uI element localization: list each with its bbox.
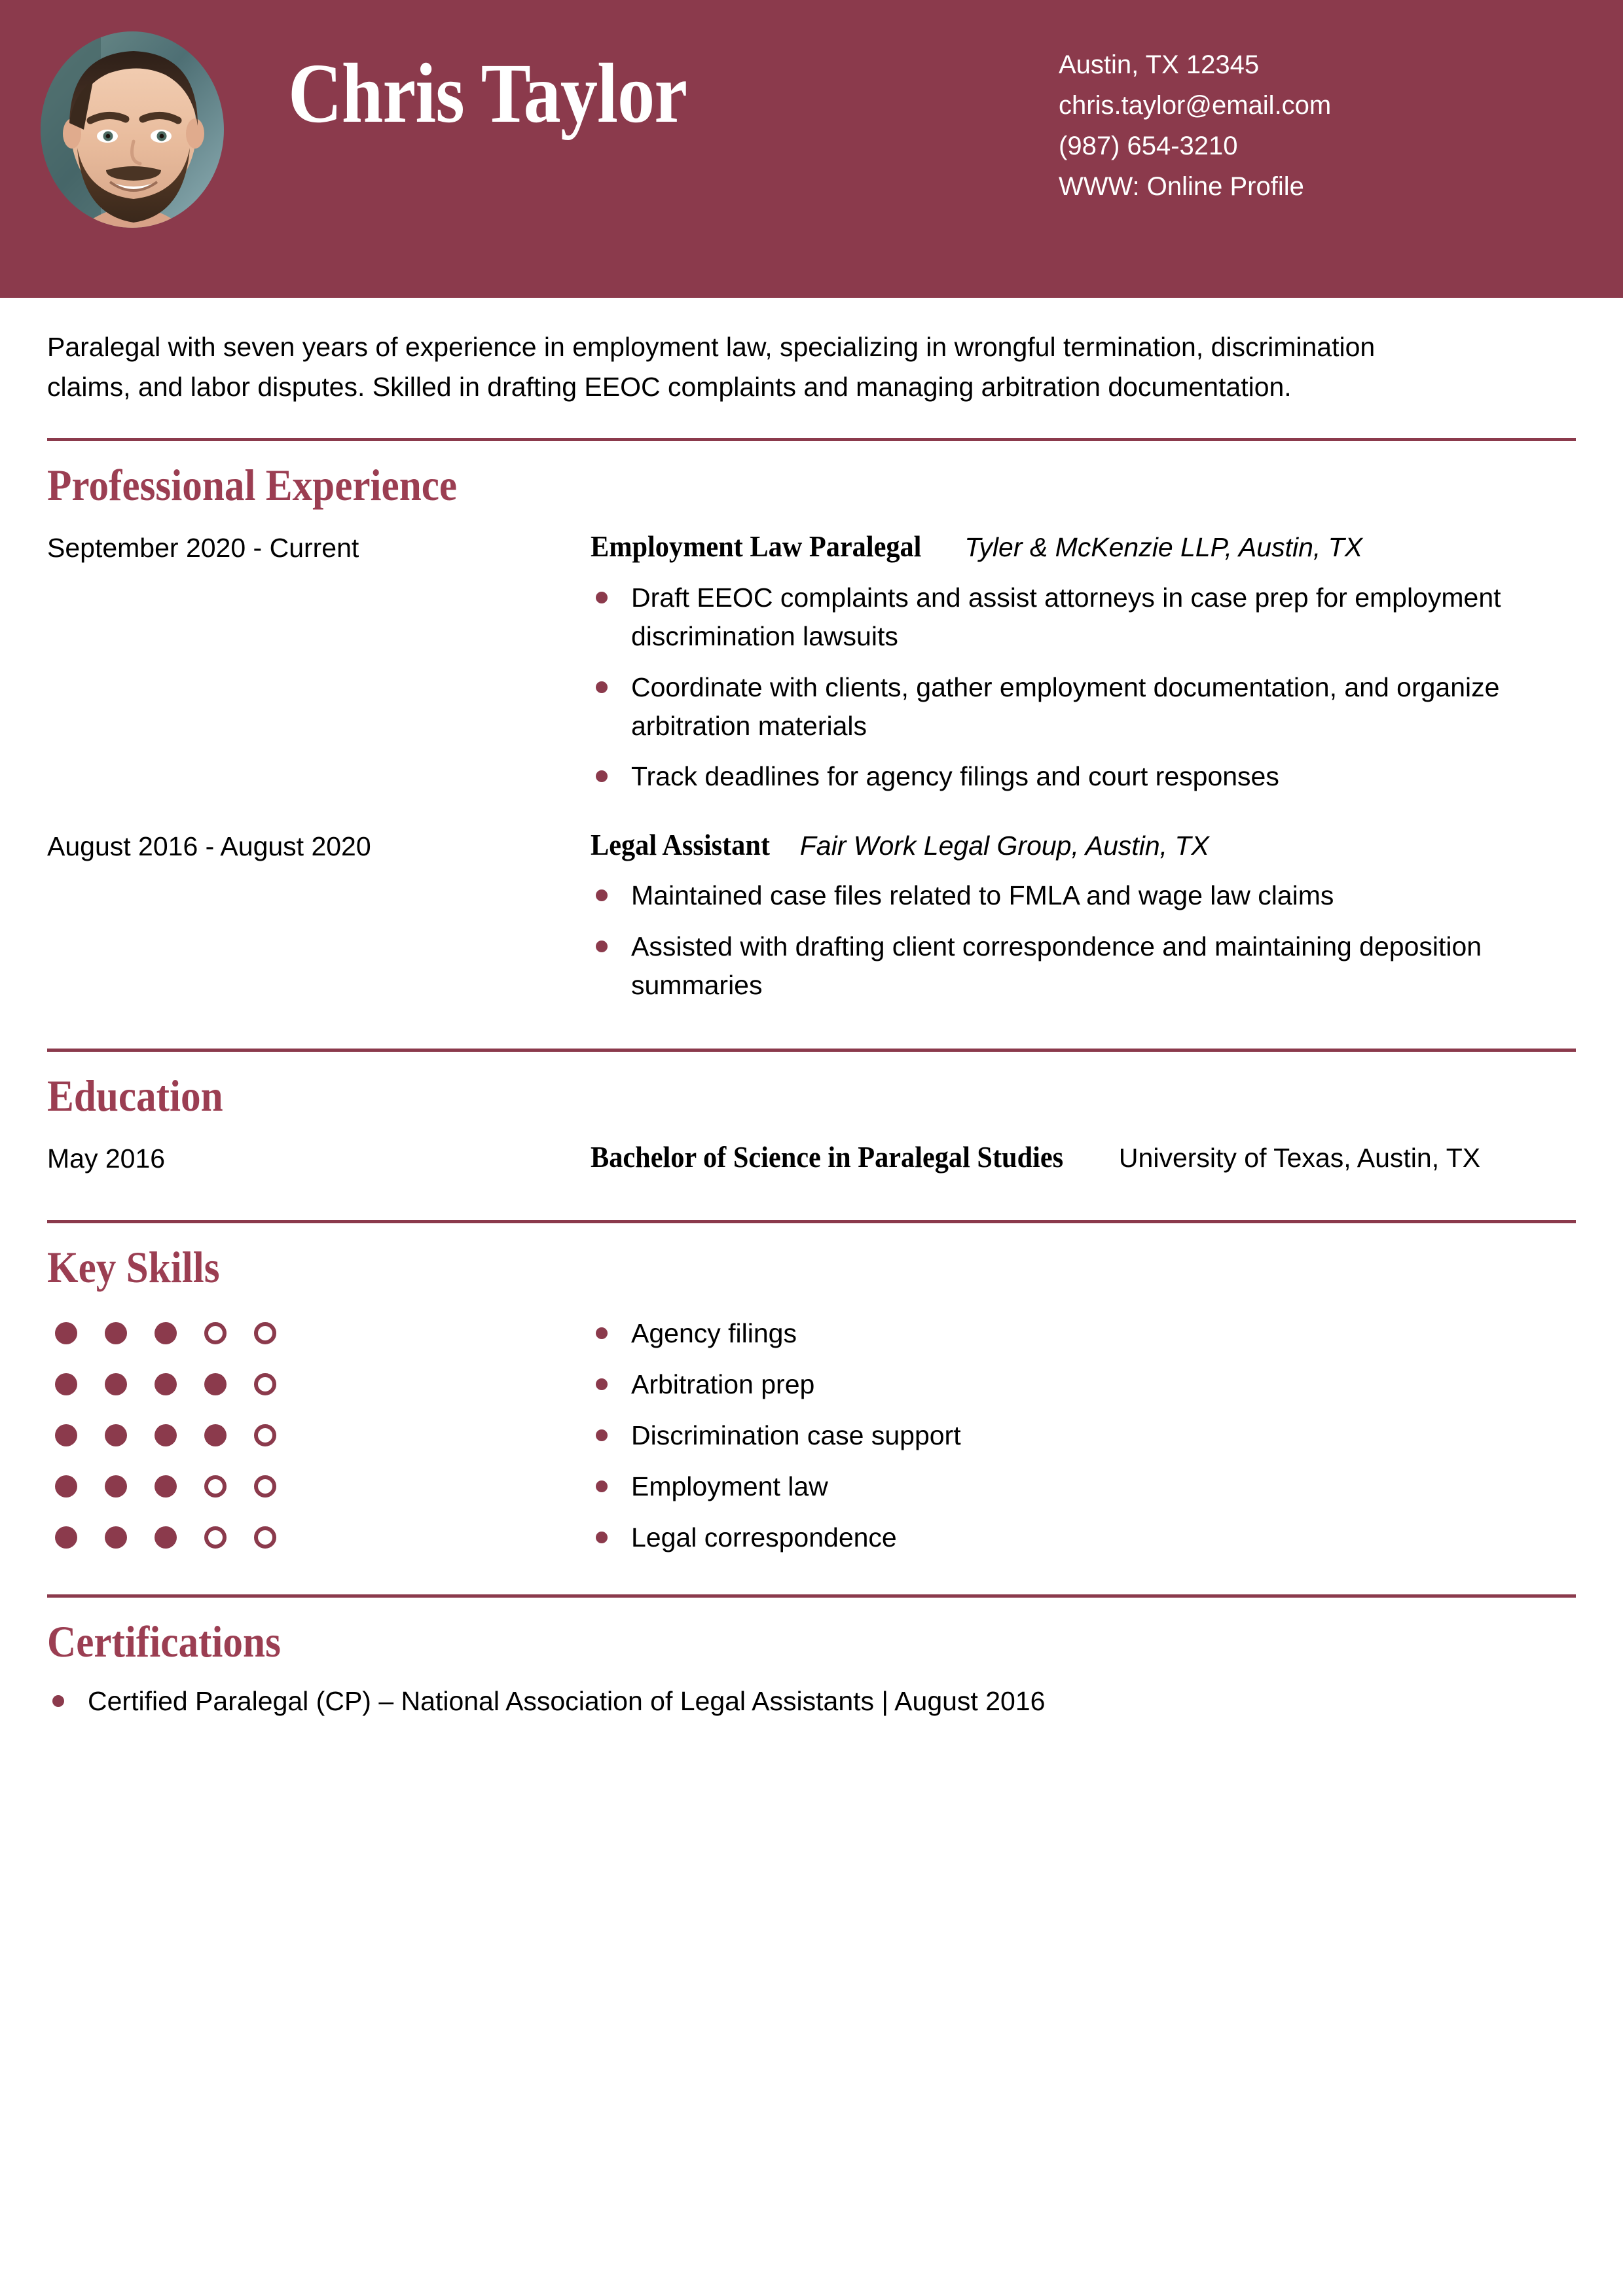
experience-dates: September 2020 - Current <box>47 533 359 564</box>
certifications-list: Certified Paralegal (CP) – National Asso… <box>47 1682 1576 1721</box>
list-item: Agency filings <box>591 1308 1576 1359</box>
resume-header: Chris Taylor Austin, TX 12345 chris.tayl… <box>0 0 1623 298</box>
experience-entry: August 2016 - August 2020 Legal Assistan… <box>47 824 1576 1017</box>
skill-dot-filled <box>55 1526 77 1549</box>
skill-rating-row <box>47 1461 591 1512</box>
skill-dot-empty <box>204 1526 227 1549</box>
skill-dot-filled <box>204 1373 227 1396</box>
list-item: Employment law <box>591 1461 1576 1512</box>
skill-dot-empty <box>254 1475 276 1498</box>
section-title-experience: Professional Experience <box>47 460 458 511</box>
experience-details: Employment Law Paralegal Tyler & McKenzie… <box>591 526 1576 808</box>
job-company: Fair Work Legal Group, Austin, TX <box>799 830 1209 861</box>
skill-dot-filled <box>55 1322 77 1345</box>
experience-dates: August 2016 - August 2020 <box>47 831 371 861</box>
section-title-certifications: Certifications <box>47 1617 281 1667</box>
skill-rating-row <box>47 1512 591 1563</box>
skill-dot-filled <box>55 1373 77 1396</box>
profile-photo-image <box>41 31 224 228</box>
education-degree: Bachelor of Science in Paralegal Studies <box>591 1139 1064 1174</box>
section-divider-skills <box>47 1220 1576 1224</box>
list-item: Arbitration prep <box>591 1359 1576 1410</box>
page-title: Chris Taylor <box>288 46 687 141</box>
experience-heading: Legal Assistant Fair Work Legal Group, Au… <box>591 824 1576 866</box>
education-heading: Bachelor of Science in Paralegal Studies… <box>591 1136 1576 1178</box>
skill-dot-empty <box>254 1322 276 1345</box>
skill-dot-filled <box>155 1322 177 1345</box>
professional-summary: Paralegal with seven years of experience… <box>47 332 1376 402</box>
resume-body: Paralegal with seven years of experience… <box>0 327 1623 1721</box>
skill-dot-filled <box>105 1424 127 1447</box>
section-title-skills: Key Skills <box>47 1242 220 1293</box>
skill-dot-filled <box>105 1526 127 1549</box>
contact-location: Austin, TX 12345 <box>1059 50 1260 79</box>
experience-bullet-list: Maintained case files related to FMLA an… <box>591 876 1576 1005</box>
education-details: Bachelor of Science in Paralegal Studies… <box>591 1136 1576 1189</box>
list-item: Draft EEOC complaints and assist attorne… <box>591 579 1548 656</box>
education-dates: May 2016 <box>47 1143 166 1174</box>
skill-dot-filled <box>155 1475 177 1498</box>
name-block: Chris Taylor <box>288 49 976 139</box>
experience-bullet-list: Draft EEOC complaints and assist attorne… <box>591 579 1576 797</box>
section-divider-experience <box>47 438 1576 442</box>
education-entry: May 2016 Bachelor of Science in Paralega… <box>47 1136 1576 1189</box>
section-divider-education <box>47 1048 1576 1052</box>
skill-dot-filled <box>155 1526 177 1549</box>
avatar <box>41 31 224 228</box>
contact-website[interactable]: WWW: Online Profile <box>1059 172 1304 201</box>
list-item: Assisted with drafting client correspond… <box>591 927 1548 1005</box>
skill-dot-filled <box>204 1424 227 1447</box>
skill-dot-empty <box>204 1475 227 1498</box>
section-divider-certifications <box>47 1594 1576 1598</box>
skill-dot-empty <box>254 1526 276 1549</box>
skill-dot-empty <box>254 1373 276 1396</box>
skill-rating-column <box>47 1308 591 1563</box>
job-title: Legal Assistant <box>591 827 770 861</box>
skill-dot-filled <box>155 1373 177 1396</box>
skill-dot-filled <box>155 1424 177 1447</box>
list-item: Coordinate with clients, gather employme… <box>591 668 1548 746</box>
section-title-education: Education <box>47 1070 223 1121</box>
contact-info: Austin, TX 12345 chris.taylor@email.com … <box>1059 45 1331 207</box>
list-item: Certified Paralegal (CP) – National Asso… <box>47 1682 1576 1721</box>
skill-rating-row <box>47 1410 591 1461</box>
skill-rating-row <box>47 1359 591 1410</box>
skill-dot-empty <box>204 1322 227 1345</box>
skill-dot-filled <box>105 1373 127 1396</box>
skills-section: Agency filings Arbitration prep Discrimi… <box>47 1308 1576 1563</box>
contact-phone[interactable]: (987) 654-3210 <box>1059 132 1238 160</box>
skill-label-column: Agency filings Arbitration prep Discrimi… <box>591 1308 1576 1563</box>
skill-dot-empty <box>254 1424 276 1447</box>
experience-details: Legal Assistant Fair Work Legal Group, Au… <box>591 824 1576 1017</box>
education-school: University of Texas, Austin, TX <box>1118 1142 1481 1173</box>
list-item: Track deadlines for agency filings and c… <box>591 757 1548 796</box>
list-item: Maintained case files related to FMLA an… <box>591 876 1548 915</box>
experience-heading: Employment Law Paralegal Tyler & McKenzie… <box>591 526 1576 567</box>
skill-dot-filled <box>105 1475 127 1498</box>
skill-dot-filled <box>55 1424 77 1447</box>
skill-rating-row <box>47 1308 591 1359</box>
list-item: Legal correspondence <box>591 1512 1576 1563</box>
contact-email[interactable]: chris.taylor@email.com <box>1059 91 1332 120</box>
job-title: Employment Law Paralegal <box>591 529 922 564</box>
skill-dot-filled <box>55 1475 77 1498</box>
skill-dot-filled <box>105 1322 127 1345</box>
list-item: Discrimination case support <box>591 1410 1576 1461</box>
job-company: Tyler & McKenzie LLP, Austin, TX <box>964 532 1363 563</box>
experience-entry: September 2020 - Current Employment Law … <box>47 526 1576 808</box>
